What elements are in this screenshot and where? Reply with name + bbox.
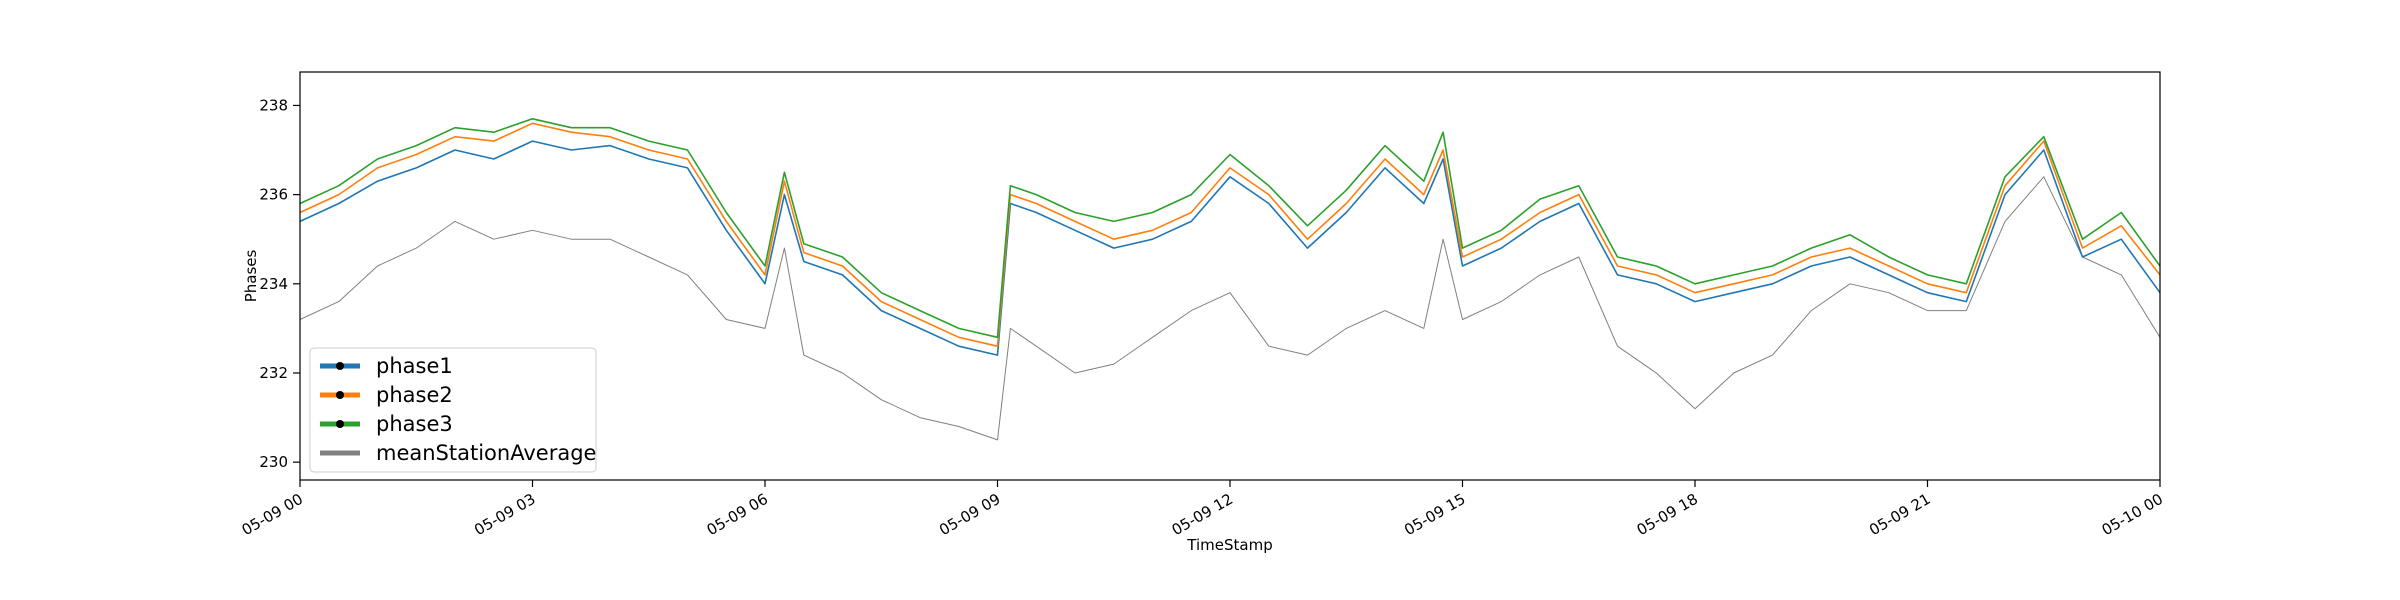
y-tick-label: 236 [259,186,288,204]
legend-marker-phase3 [336,420,344,428]
legend-marker-phase1 [336,362,344,370]
y-tick-label: 230 [259,453,288,471]
x-tick-label: 05-09 06 [704,490,771,539]
series-layer [299,118,2161,441]
y-tick-label: 232 [259,364,288,382]
legend-box [309,347,597,473]
legend-label-phase1: phase1 [376,354,453,378]
x-tick-label: 05-09 18 [1634,490,1701,539]
series-line-meanStationAverage [299,176,2161,441]
x-tick-label: 05-10 00 [2099,490,2166,539]
x-tick-label: 05-09 03 [471,490,538,539]
x-tick-label: 05-09 12 [1169,490,1236,539]
x-axis-label: TimeStamp [1186,536,1272,554]
plot-background [300,72,2160,480]
y-tick-label: 234 [259,275,288,293]
x-axis: 05-09 00 05-09 03 05-09 06 05-09 09 05-09 12… [239,480,2166,539]
legend-marker-phase2 [336,391,344,399]
legend: phase1 phase2 phase3 meanStationAverage [309,347,597,473]
x-tick-label: 05-09 21 [1866,490,1933,539]
legend-label-phase2: phase2 [376,383,453,407]
x-tick-label: 05-09 09 [936,490,1003,539]
series-line-phase1 [299,140,2161,356]
y-axis: 230 232 234 236 238 [259,96,300,471]
y-tick-label: 238 [259,96,288,114]
y-axis-label: Phases [242,250,260,303]
series-line-phase3 [299,118,2161,339]
legend-label-meanStationAverage: meanStationAverage [376,441,596,465]
x-tick-label: 05-09 15 [1401,490,1468,539]
x-tick-label: 05-09 00 [239,490,306,539]
series-line-phase2 [299,122,2161,348]
legend-label-phase3: phase3 [376,412,453,436]
